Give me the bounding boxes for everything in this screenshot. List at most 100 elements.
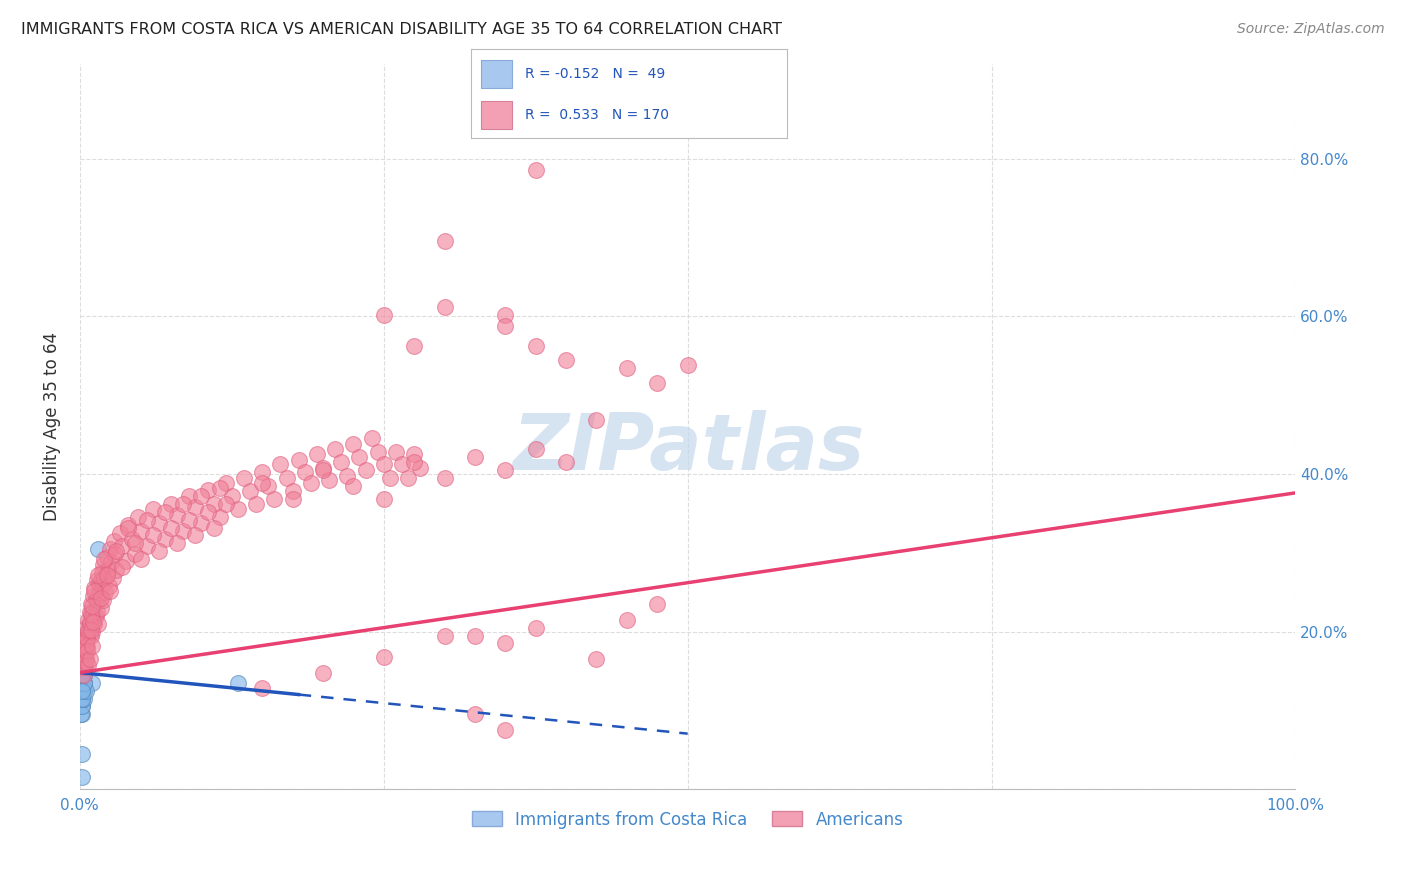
Point — [87, 541, 110, 556]
Point — [72, 691, 94, 706]
Point — [494, 318, 516, 333]
Point — [367, 445, 389, 459]
Point — [79, 615, 101, 629]
Point — [318, 473, 340, 487]
Point — [148, 516, 170, 530]
Point — [197, 483, 219, 497]
Point — [184, 500, 207, 514]
Point — [101, 571, 124, 585]
Point — [77, 657, 100, 672]
Point — [396, 471, 419, 485]
Point — [215, 476, 238, 491]
Point — [83, 583, 105, 598]
Point — [250, 476, 273, 491]
Point — [80, 628, 103, 642]
Point — [82, 589, 104, 603]
Point — [117, 520, 139, 534]
Point — [676, 358, 699, 372]
Point — [94, 585, 117, 599]
Point — [645, 376, 668, 391]
Point — [208, 510, 231, 524]
Point — [73, 660, 96, 674]
Point — [103, 533, 125, 548]
Point — [257, 479, 280, 493]
Point — [294, 466, 316, 480]
Point — [105, 544, 128, 558]
Point — [72, 683, 94, 698]
Point — [72, 675, 94, 690]
Point — [80, 599, 103, 614]
Point — [76, 631, 98, 645]
Point — [124, 547, 146, 561]
Point — [76, 632, 98, 647]
Point — [127, 510, 149, 524]
Point — [142, 528, 165, 542]
Point — [100, 555, 122, 569]
Point — [98, 541, 121, 556]
Point — [117, 518, 139, 533]
Point — [184, 528, 207, 542]
Point — [90, 591, 112, 606]
Point — [409, 460, 432, 475]
Text: Source: ZipAtlas.com: Source: ZipAtlas.com — [1237, 22, 1385, 37]
Point — [494, 463, 516, 477]
Point — [172, 497, 194, 511]
Point — [464, 628, 486, 642]
Point — [433, 471, 456, 485]
Point — [179, 489, 201, 503]
Point — [75, 639, 97, 653]
Point — [312, 665, 335, 680]
Point — [179, 513, 201, 527]
Point — [80, 624, 103, 639]
Point — [91, 593, 114, 607]
Point — [72, 675, 94, 690]
Point — [555, 352, 578, 367]
Point — [585, 413, 607, 427]
Point — [190, 516, 212, 530]
Point — [616, 360, 638, 375]
Point — [72, 683, 94, 698]
Point — [276, 471, 298, 485]
Point — [404, 339, 426, 353]
Point — [378, 471, 401, 485]
Point — [72, 675, 94, 690]
Point — [70, 707, 93, 722]
Point — [360, 432, 382, 446]
Point — [84, 608, 107, 623]
Point — [135, 513, 157, 527]
Point — [330, 455, 353, 469]
Point — [202, 497, 225, 511]
Point — [72, 668, 94, 682]
Point — [90, 574, 112, 588]
Point — [72, 644, 94, 658]
Point — [111, 540, 134, 554]
Point — [79, 652, 101, 666]
Point — [72, 707, 94, 722]
Point — [89, 577, 111, 591]
Point — [250, 681, 273, 696]
Point — [287, 452, 309, 467]
Point — [524, 163, 547, 178]
Point — [97, 563, 120, 577]
Point — [70, 691, 93, 706]
Point — [72, 683, 94, 698]
Point — [83, 581, 105, 595]
Point — [80, 607, 103, 622]
Legend: Immigrants from Costa Rica, Americans: Immigrants from Costa Rica, Americans — [465, 804, 910, 835]
Point — [75, 621, 97, 635]
Point — [72, 691, 94, 706]
Point — [84, 593, 107, 607]
Point — [129, 552, 152, 566]
Point — [93, 552, 115, 566]
Point — [373, 649, 395, 664]
Point — [226, 502, 249, 516]
Point — [89, 587, 111, 601]
Point — [250, 466, 273, 480]
Point — [148, 544, 170, 558]
FancyBboxPatch shape — [481, 60, 512, 88]
Point — [72, 683, 94, 698]
Point — [323, 442, 346, 456]
Y-axis label: Disability Age 35 to 64: Disability Age 35 to 64 — [44, 332, 60, 521]
Point — [354, 463, 377, 477]
Point — [90, 601, 112, 615]
